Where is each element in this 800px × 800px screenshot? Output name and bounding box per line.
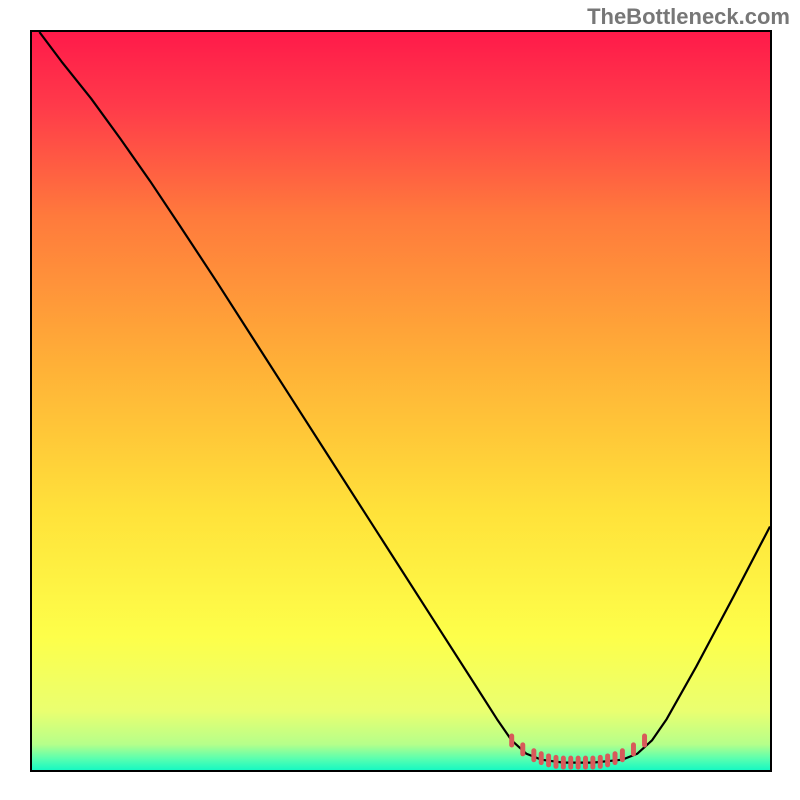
watermark-text: TheBottleneck.com [587, 4, 790, 30]
marker-group [512, 736, 645, 767]
chart-container: TheBottleneck.com [0, 0, 800, 800]
curve-layer [32, 32, 770, 770]
plot-area [30, 30, 772, 772]
bottleneck-curve [39, 32, 770, 763]
